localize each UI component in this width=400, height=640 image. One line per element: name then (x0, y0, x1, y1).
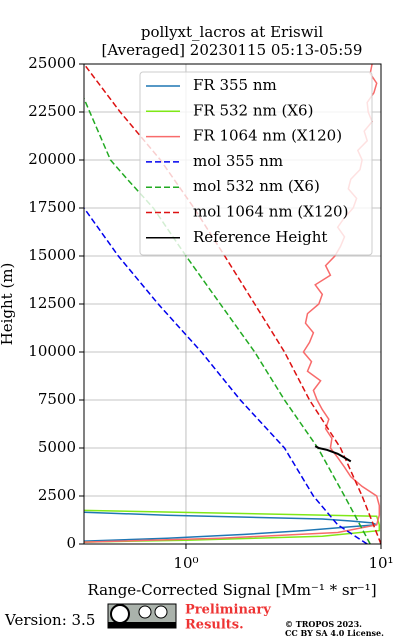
y-tick-label: 12500 (28, 294, 76, 312)
badge-cc (110, 604, 130, 624)
y-tick-label: 7500 (38, 390, 76, 408)
y-tick-label: 22500 (28, 102, 76, 120)
preliminary: Results. (185, 618, 244, 633)
legend-label: mol 532 nm (X6) (193, 177, 320, 195)
chart-title: pollyxt_lacros at Eriswil (141, 23, 323, 41)
preliminary: Preliminary (185, 603, 271, 618)
series-line (84, 98, 371, 544)
x-axis-label: Range-Corrected Signal [Mm⁻¹ * sr⁻¹] (87, 581, 376, 599)
legend-label: mol 1064 nm (X120) (193, 203, 348, 221)
copyright: © TROPOS 2023. (285, 619, 362, 629)
badge-sa (154, 605, 168, 619)
y-tick-label: 10000 (28, 342, 76, 360)
legend-label: FR 532 nm (X6) (193, 101, 313, 119)
y-tick-label: 25000 (28, 54, 76, 72)
cc-badge (107, 603, 177, 629)
y-tick-label: 2500 (38, 486, 76, 504)
y-tick-label: 5000 (38, 438, 76, 456)
legend-label: FR 1064 nm (X120) (193, 127, 342, 145)
series-line (84, 509, 381, 543)
legend-label: mol 355 nm (193, 152, 283, 170)
y-tick-label: 0 (66, 534, 76, 552)
version: Version: 3.5 (4, 611, 95, 629)
y-tick-label: 20000 (28, 150, 76, 168)
badge-by (138, 605, 152, 619)
x-tick-label: 10⁰ (173, 554, 198, 572)
legend: FR 355 nm FR 532 nm (X6) FR 1064 nm (X120)… (139, 71, 373, 256)
x-tick-label: 10¹ (368, 554, 393, 572)
series-line (314, 445, 352, 463)
chart-subtitle: [Averaged] 20230115 05:13-05:59 (102, 41, 363, 59)
axes: 0 2500 5000 7500 10000 12500 15000 17500 20000 22… (28, 54, 393, 572)
copyright: CC BY SA 4.0 License. (285, 628, 384, 638)
legend-label: FR 355 nm (193, 76, 277, 94)
legend-box (139, 71, 373, 256)
series-line (84, 511, 377, 542)
y-axis-label: Height (m) (0, 263, 16, 346)
series-line (84, 207, 368, 544)
y-tick-label: 17500 (28, 198, 76, 216)
legend-label: Reference Height (193, 228, 327, 246)
badge-strip (108, 622, 176, 628)
y-tick-label: 15000 (28, 246, 76, 264)
